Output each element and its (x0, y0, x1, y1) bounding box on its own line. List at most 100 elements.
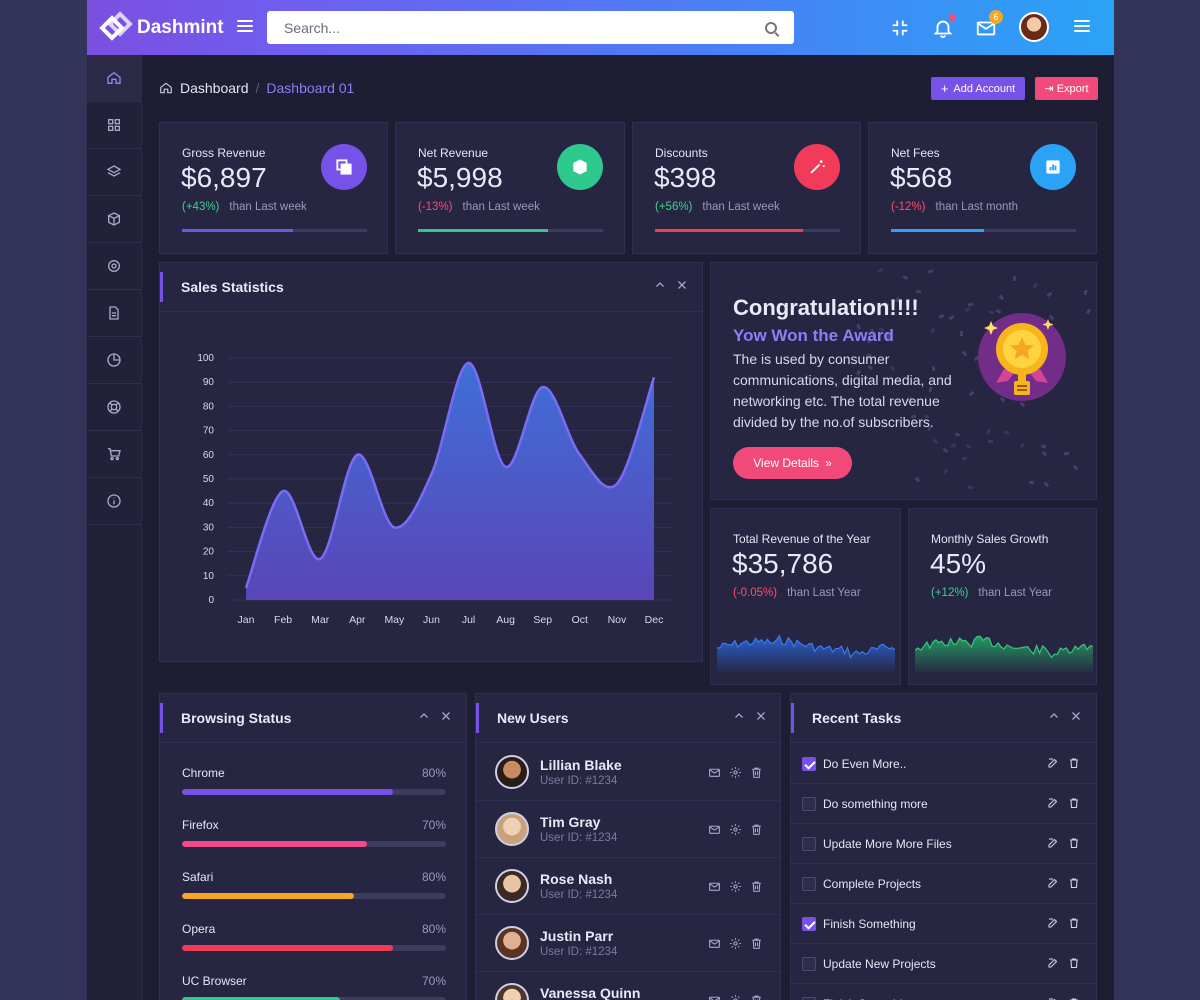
trash-icon[interactable] (750, 823, 764, 837)
search-input[interactable] (267, 11, 765, 44)
trash-icon[interactable] (750, 766, 764, 780)
browser-percent: 80% (421, 922, 446, 936)
sidebar-item-apps[interactable] (87, 102, 141, 149)
pie-chart-icon (107, 353, 121, 367)
file-icon (109, 306, 119, 320)
confetti-piece (942, 447, 949, 454)
trash-icon[interactable] (750, 994, 764, 1000)
add-account-button[interactable]: + Add Account (931, 77, 1025, 100)
stat-period: than Last week (229, 201, 307, 213)
edit-icon[interactable] (1047, 836, 1060, 849)
close-icon[interactable] (440, 710, 454, 724)
brand[interactable]: Dashmint (99, 11, 224, 44)
trash-icon[interactable] (1068, 796, 1081, 809)
confetti-piece (948, 314, 955, 321)
task-checkbox[interactable] (802, 877, 816, 891)
trash-icon[interactable] (1068, 996, 1081, 1000)
trash-icon[interactable] (750, 880, 764, 894)
mail-icon[interactable] (708, 766, 722, 780)
sidebar-item-box[interactable] (87, 196, 141, 243)
trash-icon[interactable] (1068, 956, 1081, 969)
close-icon[interactable] (676, 279, 690, 293)
collapse-icon[interactable] (733, 710, 747, 724)
confetti-piece (1028, 481, 1034, 485)
notification-bell-icon[interactable] (932, 14, 956, 39)
sales-growth-label: Monthly Sales Growth (931, 532, 1049, 546)
award-subtitle: Yow Won the Award (733, 326, 894, 345)
user-row[interactable]: Rose Nash User ID: #1234 (476, 858, 781, 915)
sidebar-item-home[interactable] (87, 55, 141, 102)
trash-icon[interactable] (1068, 916, 1081, 929)
task-actions (1047, 996, 1081, 1000)
sidebar-item-support[interactable] (87, 384, 141, 431)
mail-icon[interactable] (708, 880, 722, 894)
mail-icon[interactable] (708, 994, 722, 1000)
confetti-piece (965, 444, 972, 450)
sidebar-item-cart[interactable] (87, 431, 141, 478)
user-row[interactable]: Justin Parr User ID: #1234 (476, 915, 781, 972)
task-checkbox[interactable] (802, 837, 816, 851)
trash-icon[interactable] (1068, 876, 1081, 889)
task-checkbox[interactable] (802, 957, 816, 971)
mail-icon[interactable] (708, 937, 722, 951)
collapse-icon[interactable] (418, 710, 432, 724)
menu-toggle-icon[interactable] (237, 20, 253, 34)
user-row[interactable]: Vanessa QuinnUser ID: #1234 (476, 972, 781, 1000)
user-row[interactable]: Lillian Blake User ID: #1234 (476, 744, 781, 801)
view-details-button[interactable]: View Details » (733, 447, 852, 479)
breadcrumb-home[interactable]: Dashboard (180, 80, 249, 96)
collapse-icon[interactable] (1048, 710, 1062, 724)
user-avatar[interactable] (1019, 12, 1049, 42)
gear-icon[interactable] (729, 994, 743, 1000)
close-icon[interactable] (1070, 710, 1084, 724)
browser-percent: 70% (421, 974, 446, 988)
browser-progress-track (182, 841, 446, 847)
grid-icon (108, 119, 120, 131)
edit-icon[interactable] (1047, 996, 1060, 1000)
sidebar-item-info[interactable] (87, 478, 141, 525)
trash-icon[interactable] (1068, 836, 1081, 849)
edit-icon[interactable] (1047, 956, 1060, 969)
edit-icon[interactable] (1047, 916, 1060, 929)
sales-statistics-panel: Sales Statistics 0 10 20 30 40 50 60 70 80 90 100 J… (159, 262, 703, 662)
panel-title: Recent Tasks (812, 710, 902, 726)
sidebar-item-target[interactable] (87, 243, 141, 290)
sidebar-item-charts[interactable] (87, 337, 141, 384)
gear-icon[interactable] (729, 937, 743, 951)
fullscreen-exit-icon[interactable] (889, 17, 911, 39)
gear-icon[interactable] (729, 766, 743, 780)
breadcrumb-current: Dashboard 01 (266, 80, 355, 96)
edit-icon[interactable] (1047, 796, 1060, 809)
sidebar-item-documents[interactable] (87, 290, 141, 337)
gear-icon[interactable] (729, 880, 743, 894)
task-checkbox[interactable] (802, 797, 816, 811)
browser-percent: 80% (421, 766, 446, 780)
edit-icon[interactable] (1047, 876, 1060, 889)
sparkline-line (915, 635, 1093, 659)
confetti-piece (1046, 292, 1053, 298)
confetti-piece (1082, 289, 1088, 296)
task-checkbox[interactable] (802, 917, 816, 931)
gear-icon[interactable] (729, 823, 743, 837)
page-background-right (1114, 0, 1200, 1000)
close-icon[interactable] (755, 710, 769, 724)
search-icon[interactable] (765, 21, 777, 34)
search-bar (267, 11, 794, 44)
trash-icon[interactable] (750, 937, 764, 951)
sidebar-item-layers[interactable] (87, 149, 141, 196)
task-checkbox[interactable] (802, 757, 816, 771)
collapse-icon[interactable] (654, 279, 668, 293)
user-row[interactable]: Tim Gray User ID: #1234 (476, 801, 781, 858)
mail-icon[interactable]: 6 (975, 10, 1003, 39)
trash-icon[interactable] (1068, 756, 1081, 769)
confetti-piece (1012, 275, 1017, 282)
export-button[interactable]: ⇥ Export (1035, 77, 1098, 100)
browser-name: Safari (182, 870, 214, 884)
x-tick-label: Mar (311, 614, 330, 626)
edit-icon[interactable] (1047, 756, 1060, 769)
stat-card-net-revenue: Net Revenue $5,998 (-13%) than Last week (395, 122, 625, 254)
settings-menu-icon[interactable] (1074, 20, 1090, 34)
confetti-piece (916, 289, 922, 294)
task-checkbox[interactable] (802, 997, 816, 1000)
mail-icon[interactable] (708, 823, 722, 837)
